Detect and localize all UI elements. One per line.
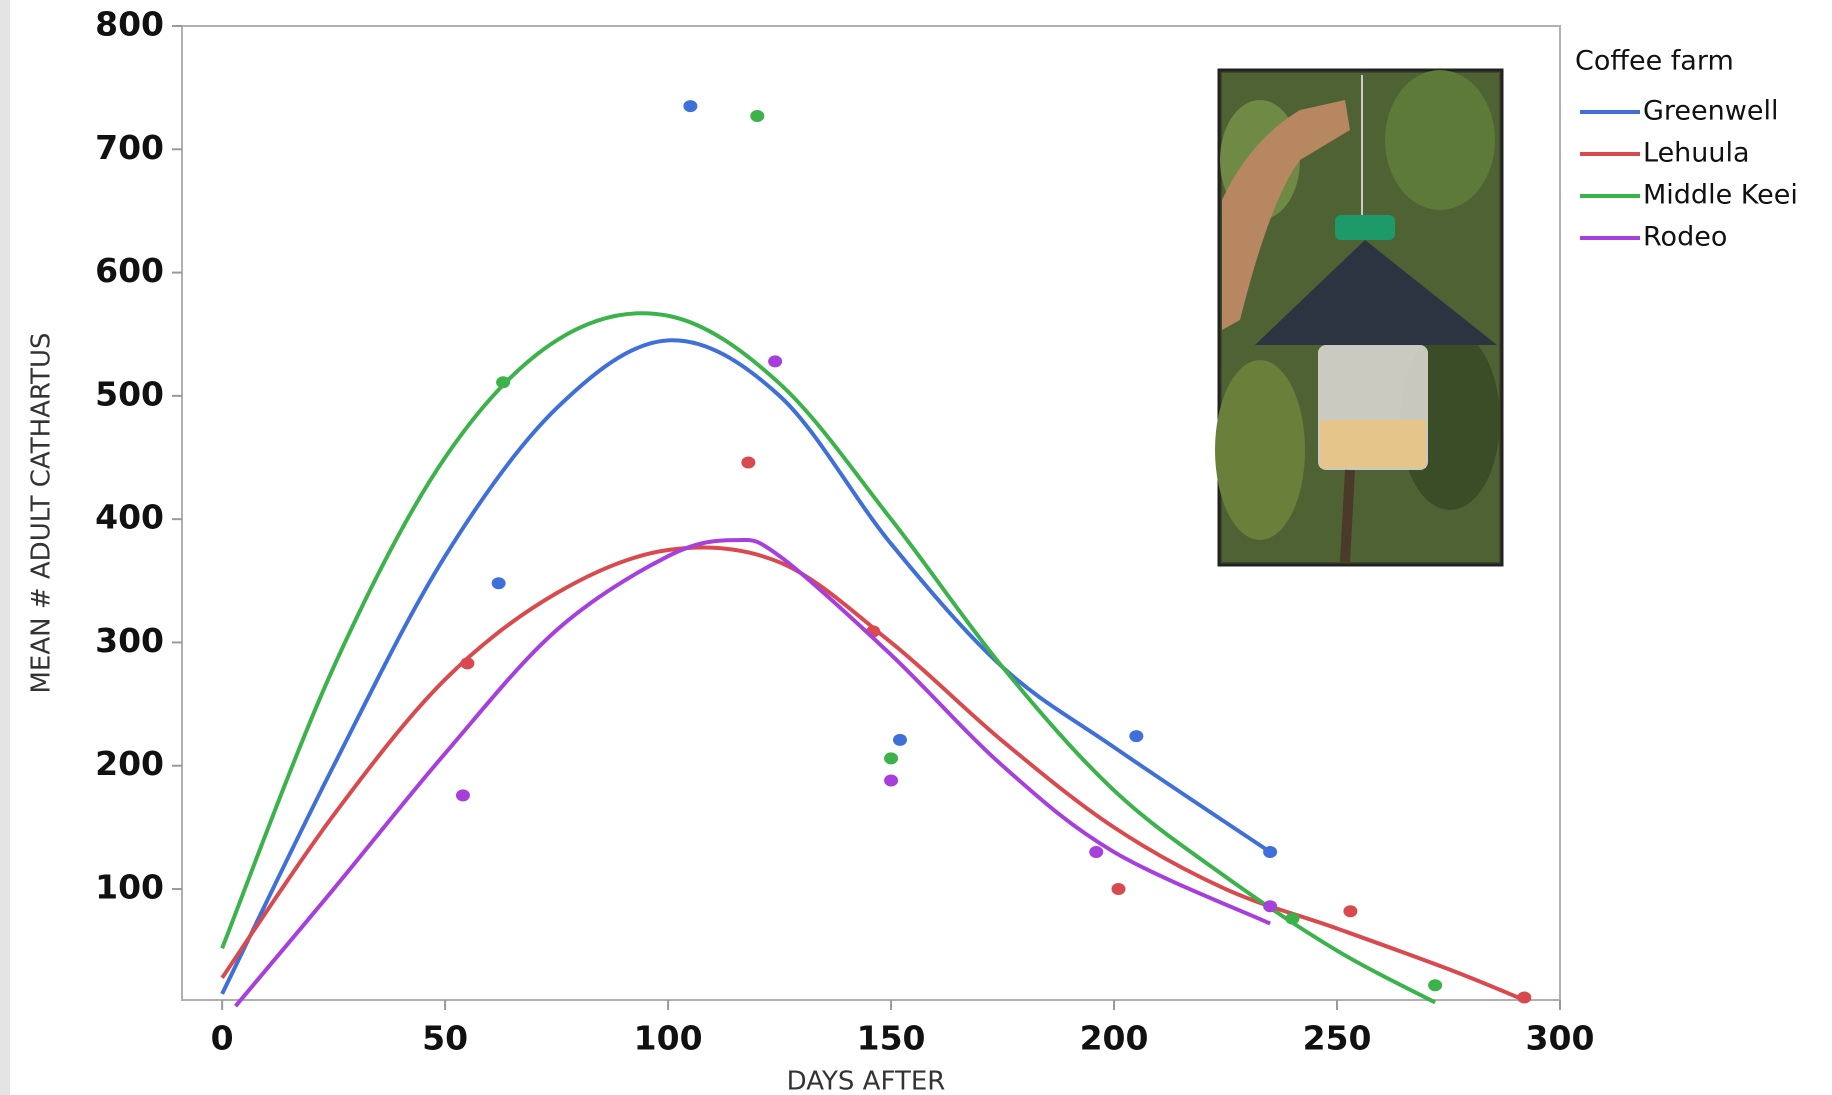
x-tick-label: 150 [857,1019,926,1058]
data-point [1285,912,1300,925]
x-tick-label: 100 [634,1019,703,1058]
data-point [683,100,698,113]
data-point [741,456,756,469]
data-point [1089,846,1104,859]
data-point [884,752,899,765]
data-point [1111,883,1126,896]
legend-label: Lehuula [1643,138,1750,169]
fit-line [220,338,1272,995]
data-point [1263,846,1278,859]
data-point [496,376,511,389]
legend-label: Rodeo [1643,222,1727,253]
y-tick-label: 300 [95,621,164,660]
data-point [1517,991,1532,1004]
fit-line [233,537,1271,1008]
x-tick-label: 50 [422,1019,468,1058]
y-tick-label: 800 [95,5,164,44]
data-point [892,733,907,746]
fit-line [220,545,1526,1002]
x-axis-label: DAYS AFTER [787,1067,946,1095]
y-tick-label: 400 [95,498,164,537]
legend-label: Greenwell [1643,96,1778,127]
y-tick-label: 600 [95,251,164,290]
x-tick-label: 300 [1526,1019,1595,1058]
data-point [768,355,783,368]
y-tick-label: 700 [95,128,164,167]
legend-label: Middle Keei [1643,180,1798,211]
data-point [1263,900,1278,913]
left-strip [0,0,10,1095]
y-tick-label: 200 [95,744,164,783]
data-point [491,577,506,590]
data-point [1129,730,1144,743]
data-point [750,110,765,123]
legend-title: Coffee farm [1575,46,1734,77]
fit-line [220,311,1437,1005]
data-point [1343,905,1358,918]
data-point [455,789,470,802]
y-tick-label: 100 [95,868,164,907]
x-tick-label: 0 [211,1019,234,1058]
y-tick-label: 500 [95,374,164,413]
inset-photo [1215,68,1504,567]
plot-frame [181,25,1561,1001]
x-tick-label: 250 [1303,1019,1372,1058]
data-point [884,774,899,787]
data-point [1428,979,1443,992]
data-point [460,657,475,670]
x-tick-label: 200 [1080,1019,1149,1058]
y-axis-label: MEAN # ADULT CATHARTUS [27,332,57,693]
